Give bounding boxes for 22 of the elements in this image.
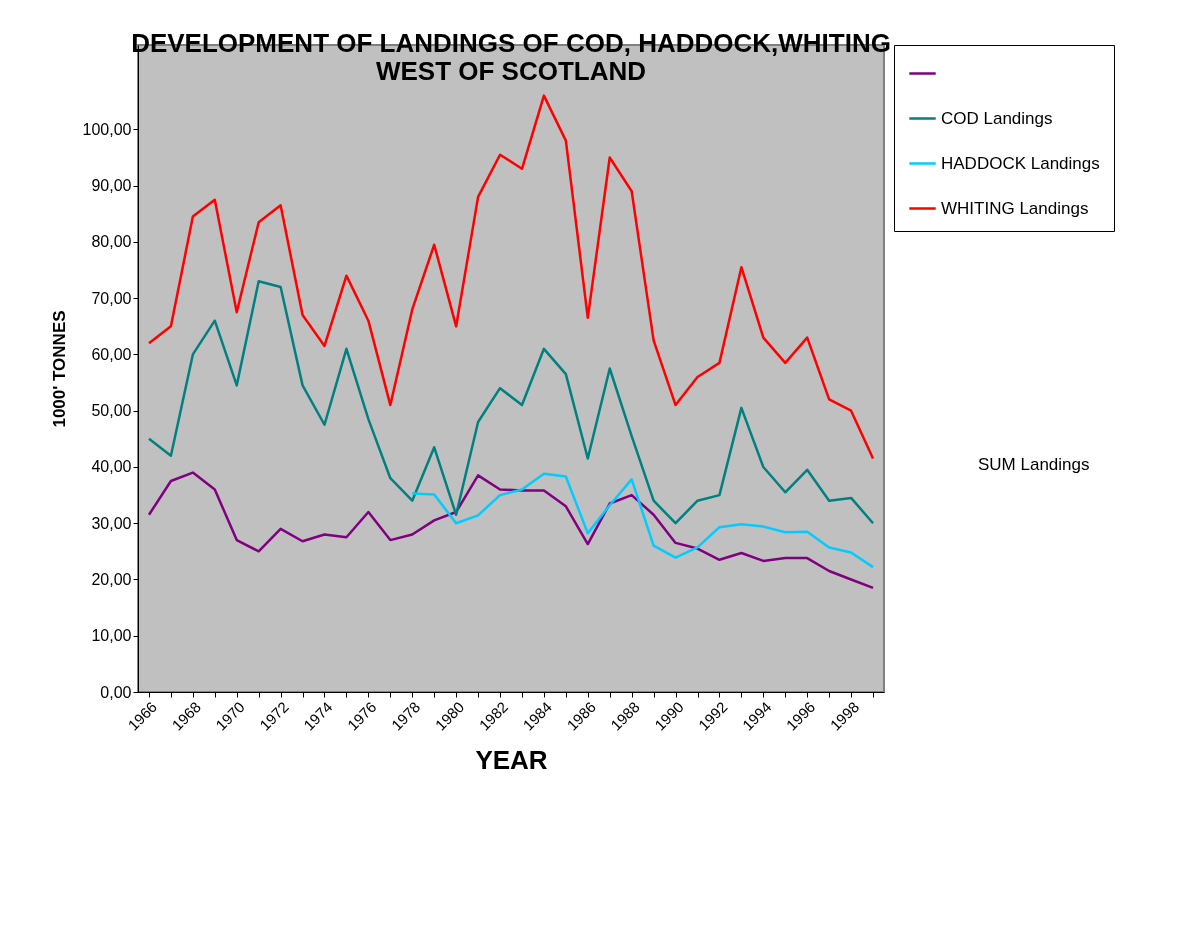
y-tick-label: 30,00 xyxy=(91,514,132,532)
line-series xyxy=(147,471,875,590)
line-series xyxy=(147,94,875,460)
y-tick-label: 90,00 xyxy=(91,177,132,195)
line-series xyxy=(147,280,875,525)
y-tick-label: 0,00 xyxy=(100,683,132,701)
y-tick-label: 50,00 xyxy=(91,402,132,420)
y-tick-label: 20,00 xyxy=(91,570,132,588)
legend-label: COD Landings xyxy=(941,108,1053,128)
y-tick-label: 60,00 xyxy=(91,345,132,363)
y-axis-title: 1000' TONNES xyxy=(49,310,69,428)
legend-label: WHITING Landings xyxy=(941,198,1089,218)
y-tick-label: 100,00 xyxy=(82,120,132,138)
y-tick-label: 40,00 xyxy=(91,458,132,476)
y-tick-label: 10,00 xyxy=(91,627,132,645)
chart-title: DEVELOPMENT OF LANDINGS OF COD, HADDOCK,WHITING WEST OF SCOTLAND xyxy=(131,27,891,86)
legend-label: HADDOCK Landings xyxy=(941,153,1100,173)
y-tick-label: 80,00 xyxy=(91,233,132,251)
text: SUM Landings xyxy=(978,455,1090,474)
y-tick-label: 70,00 xyxy=(91,289,132,307)
line-series xyxy=(411,472,875,569)
x-axis-title: YEAR xyxy=(475,744,548,775)
